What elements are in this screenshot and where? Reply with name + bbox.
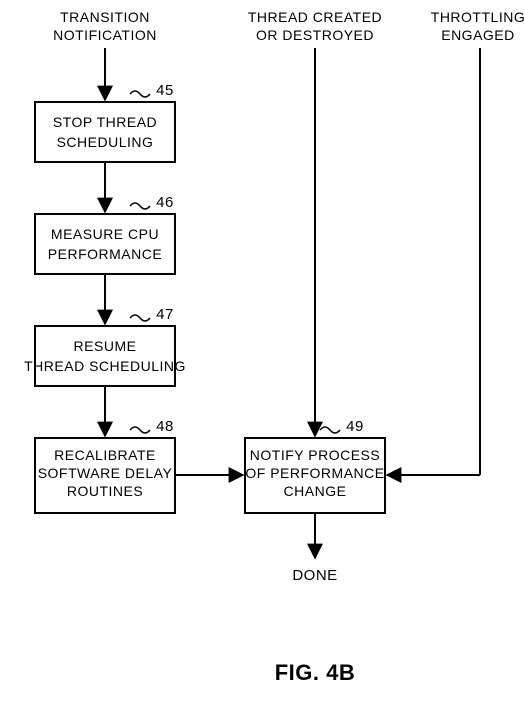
- ref-45: 45: [156, 82, 174, 99]
- input-right-line2: ENGAGED: [441, 27, 515, 43]
- box-48-line1: RECALIBRATE: [54, 447, 156, 463]
- box-46-line1: MEASURE CPU: [51, 226, 159, 242]
- box-48-line3: ROUTINES: [67, 483, 143, 499]
- ref-47: 47: [156, 306, 174, 323]
- box-48-line2: SOFTWARE DELAY: [38, 465, 173, 481]
- box-46-line2: PERFORMANCE: [48, 246, 162, 262]
- ref-46: 46: [156, 194, 174, 211]
- box-47-line1: RESUME: [74, 338, 137, 354]
- figure-caption: FIG. 4B: [275, 660, 356, 685]
- flowchart: TRANSITION NOTIFICATION THREAD CREATED O…: [0, 0, 525, 725]
- box-47-line2: THREAD SCHEDULING: [24, 358, 186, 374]
- box-47: [35, 326, 175, 386]
- input-middle-line1: THREAD CREATED: [248, 9, 382, 25]
- ref-squiggle-47: [130, 315, 150, 321]
- input-middle-line2: OR DESTROYED: [256, 27, 374, 43]
- ref-48: 48: [156, 418, 174, 435]
- box-45-line2: SCHEDULING: [57, 134, 154, 150]
- input-left-line1: TRANSITION: [60, 9, 150, 25]
- input-left-line2: NOTIFICATION: [53, 27, 157, 43]
- box-45: [35, 102, 175, 162]
- box-49-line2: OF PERFORMANCE: [245, 465, 384, 481]
- ref-squiggle-49: [320, 427, 340, 433]
- box-45-line1: STOP THREAD: [53, 114, 157, 130]
- ref-squiggle-45: [130, 91, 150, 97]
- box-49-line3: CHANGE: [284, 483, 347, 499]
- done-label: DONE: [292, 567, 337, 584]
- ref-squiggle-48: [130, 427, 150, 433]
- input-right-line1: THROTTLING: [431, 9, 525, 25]
- ref-49: 49: [346, 418, 364, 435]
- ref-squiggle-46: [130, 203, 150, 209]
- box-46: [35, 214, 175, 274]
- box-49-line1: NOTIFY PROCESS: [250, 447, 380, 463]
